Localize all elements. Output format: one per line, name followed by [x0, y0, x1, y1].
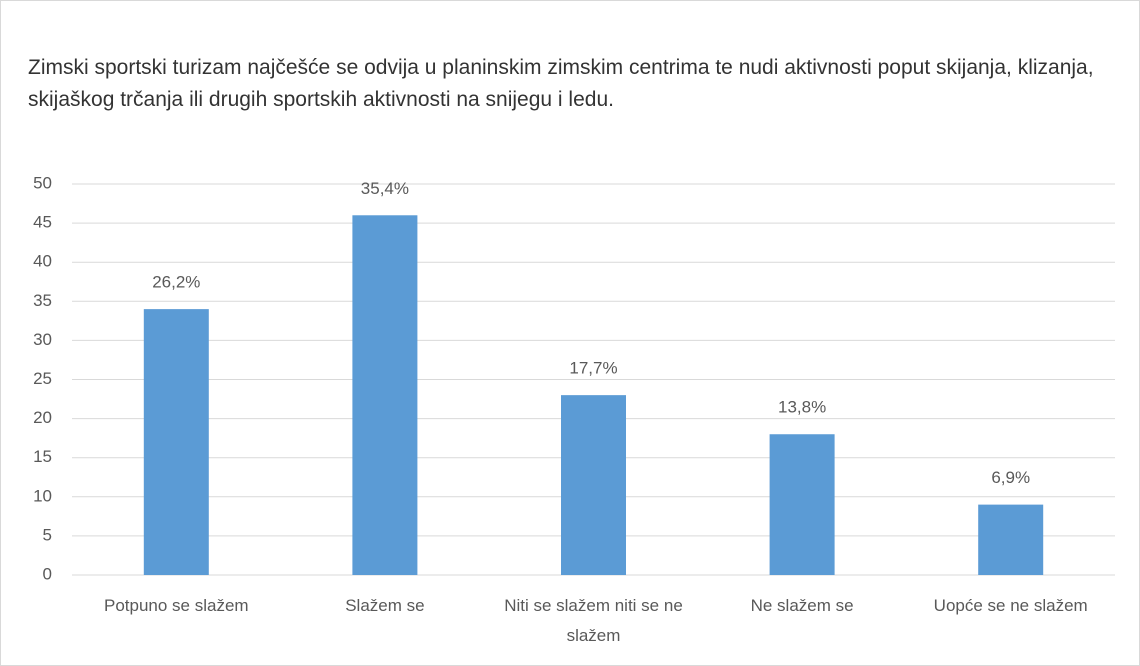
y-tick-label: 40 — [33, 252, 52, 271]
bar — [561, 395, 626, 575]
bar — [769, 434, 835, 575]
data-label: 35,4% — [361, 179, 409, 198]
x-tick-label-line: slažem — [567, 626, 621, 645]
x-tick-label: Uopće se ne slažem — [934, 596, 1088, 615]
x-tick-label: Ne slažem se — [751, 596, 854, 615]
x-tick-label: Potpuno se slažem — [104, 596, 249, 615]
data-label: 13,8% — [778, 398, 826, 417]
x-tick-label-line: Uopće se ne slažem — [934, 596, 1088, 615]
y-tick-label: 25 — [33, 369, 52, 388]
chart-title-line: Zimski sportski turizam najčešće se odvi… — [28, 56, 1094, 79]
data-label: 26,2% — [152, 273, 200, 292]
bar — [143, 309, 209, 575]
x-tick-label-line: Ne slažem se — [751, 596, 854, 615]
x-tick-label: Slažem se — [345, 596, 424, 615]
x-tick-label-line: Slažem se — [345, 596, 424, 615]
bar — [352, 215, 418, 575]
y-tick-label: 0 — [43, 564, 52, 583]
bar — [978, 504, 1044, 575]
chart-title: Zimski sportski turizam najčešće se odvi… — [28, 56, 1094, 111]
chart-title-line: skijaškog trčanja ili drugih sportskih a… — [28, 88, 614, 111]
y-tick-label: 45 — [33, 213, 52, 232]
data-label: 17,7% — [569, 359, 617, 378]
x-tick-label-line: Potpuno se slažem — [104, 596, 249, 615]
y-tick-label: 50 — [33, 173, 52, 192]
y-tick-label: 30 — [33, 330, 52, 349]
y-tick-label: 5 — [43, 525, 52, 544]
y-tick-label: 35 — [33, 291, 52, 310]
x-tick-label-line: Niti se slažem niti se ne — [504, 596, 683, 615]
data-label: 6,9% — [991, 468, 1030, 487]
y-tick-label: 20 — [33, 408, 52, 427]
x-tick-label: Niti se slažem niti se ne slažem — [504, 596, 683, 645]
y-tick-label: 10 — [33, 486, 52, 505]
y-tick-label: 15 — [33, 447, 52, 466]
